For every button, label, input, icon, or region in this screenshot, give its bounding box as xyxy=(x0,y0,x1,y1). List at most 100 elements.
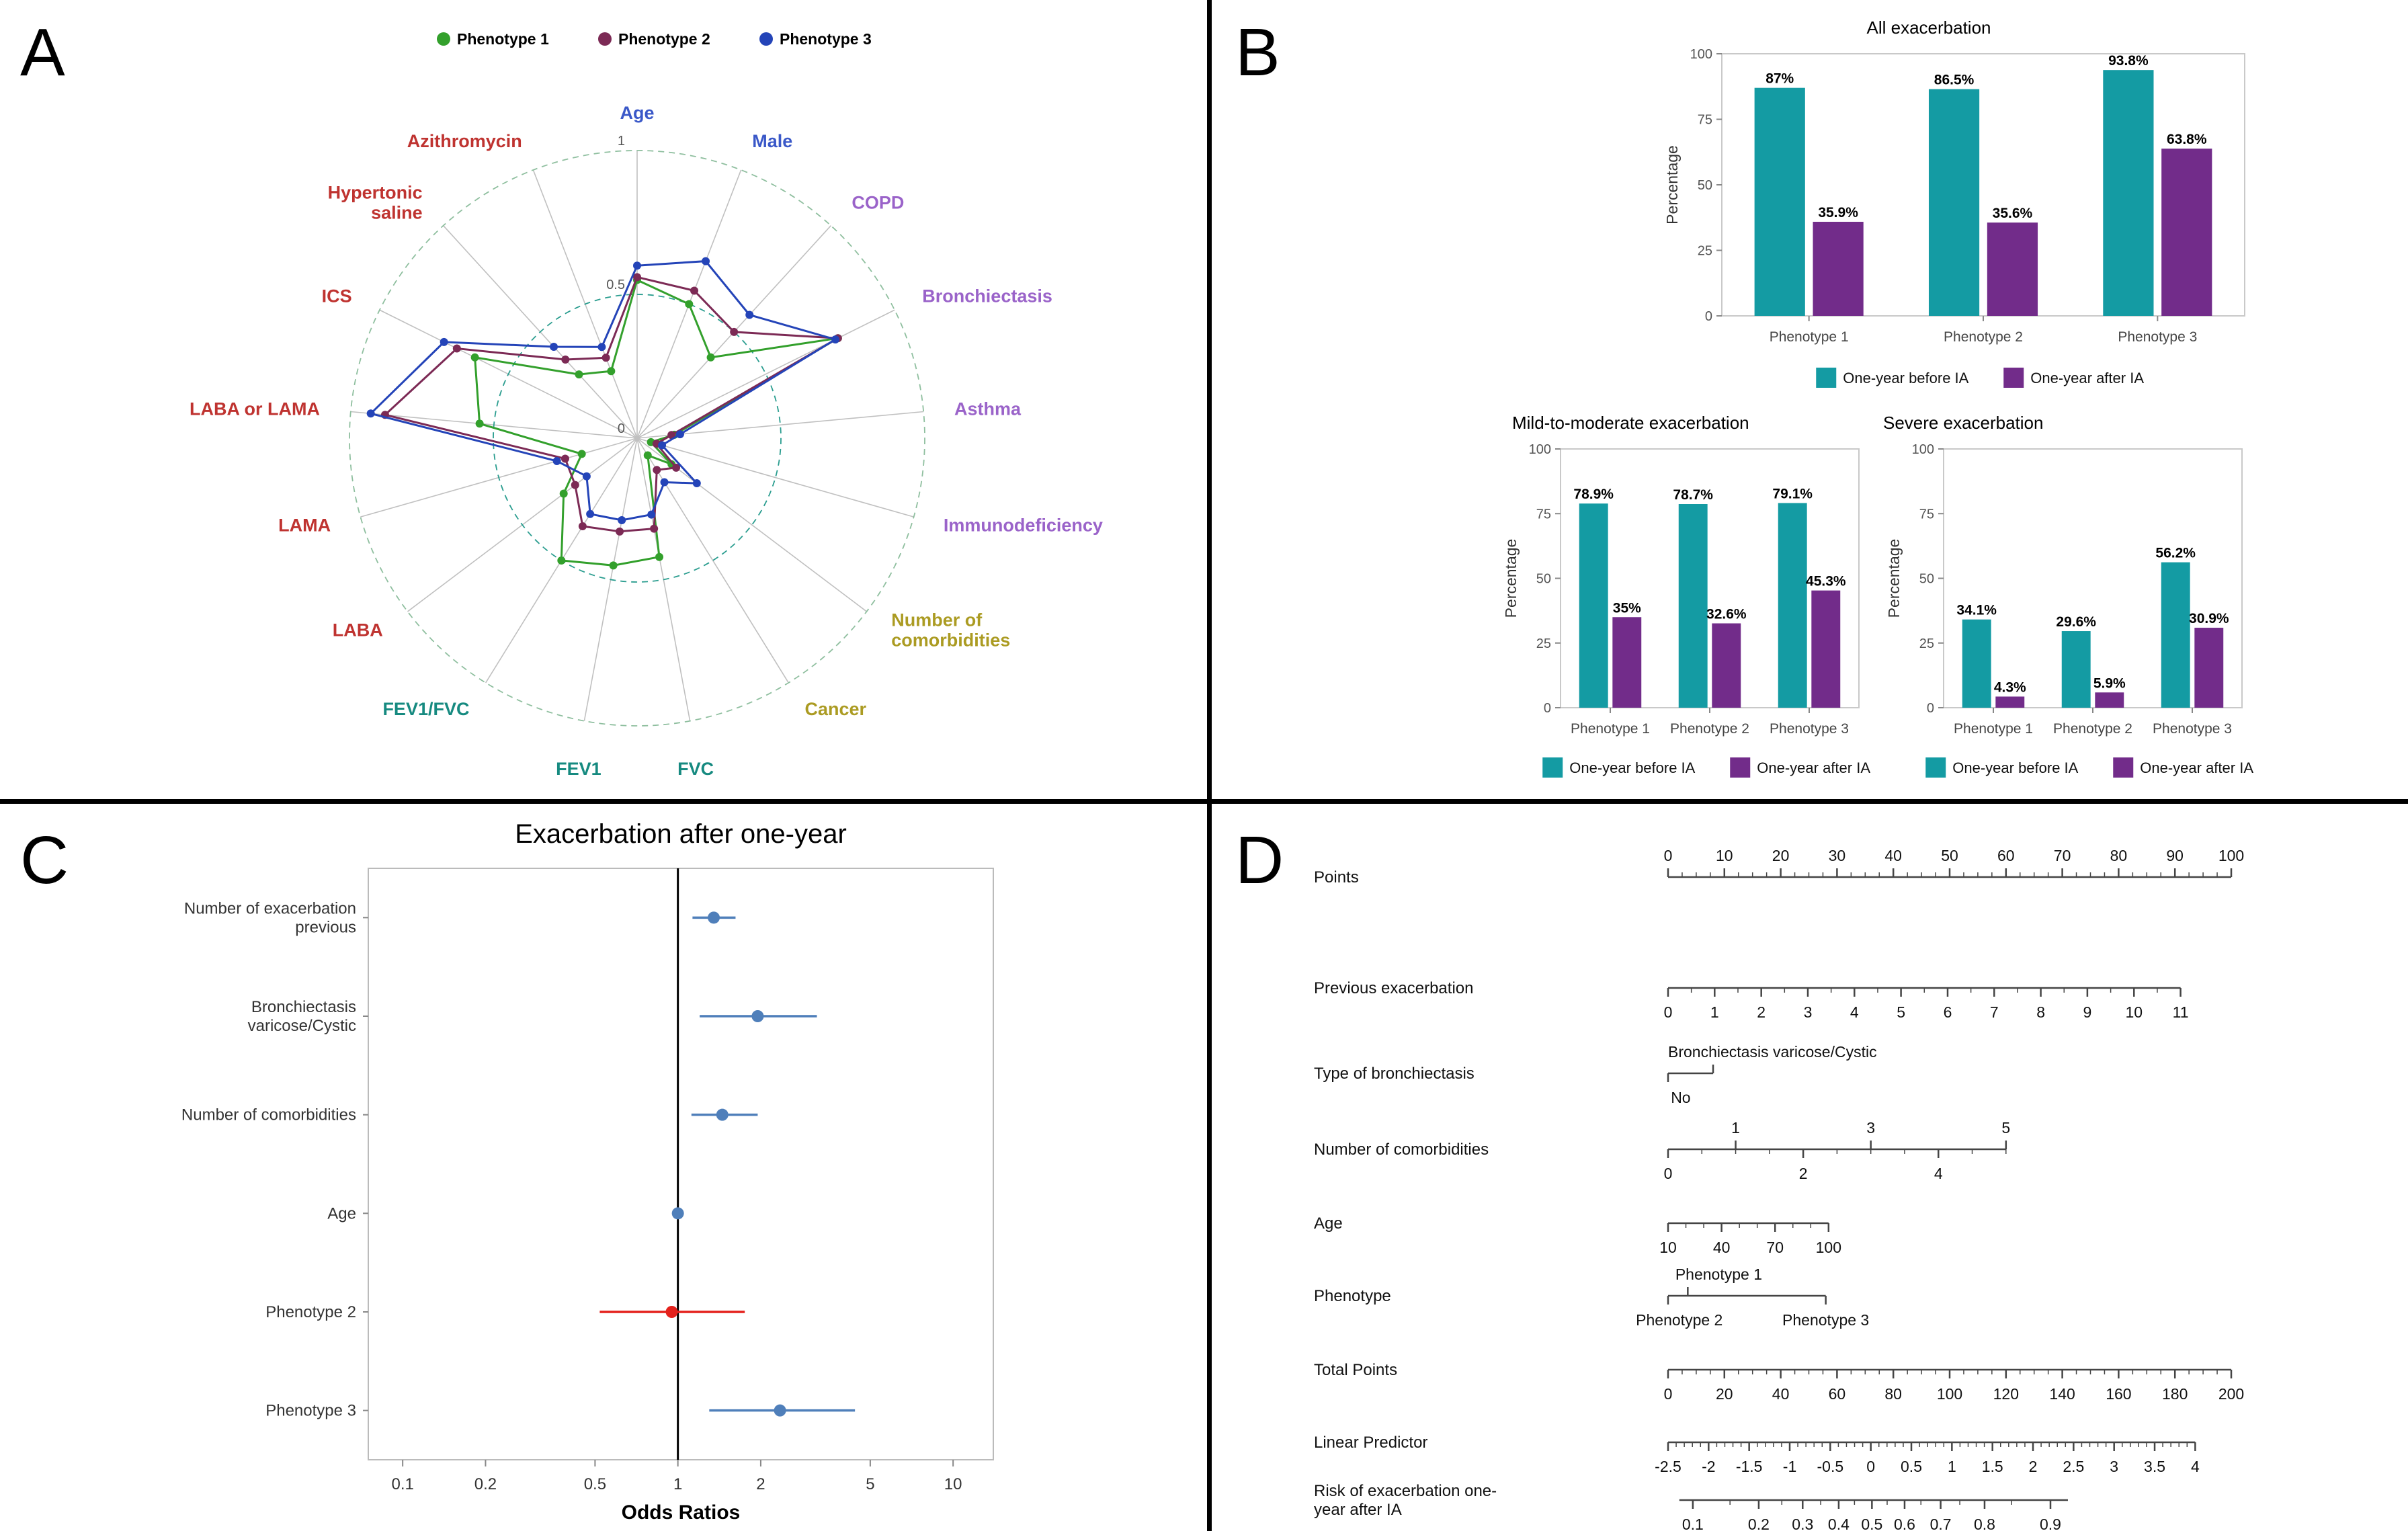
svg-text:previous: previous xyxy=(295,918,356,936)
svg-text:Previous exacerbation: Previous exacerbation xyxy=(1314,979,1473,997)
svg-text:Phenotype 1: Phenotype 1 xyxy=(1770,329,1849,345)
svg-text:FVC: FVC xyxy=(677,759,714,779)
svg-text:100: 100 xyxy=(1937,1385,1962,1403)
svg-text:180: 180 xyxy=(2162,1385,2188,1403)
svg-text:1: 1 xyxy=(673,1475,682,1493)
svg-text:3: 3 xyxy=(1866,1119,1875,1136)
svg-text:Phenotype 2: Phenotype 2 xyxy=(618,30,710,48)
svg-text:Age: Age xyxy=(620,103,654,123)
svg-text:80: 80 xyxy=(2110,847,2128,864)
panel-c-label: C xyxy=(20,823,69,898)
svg-text:-0.5: -0.5 xyxy=(1817,1458,1844,1475)
svg-text:50: 50 xyxy=(1698,178,1712,193)
svg-text:Phenotype 2: Phenotype 2 xyxy=(2053,721,2132,737)
svg-text:2: 2 xyxy=(2029,1458,2038,1475)
svg-text:34.1%: 34.1% xyxy=(1956,603,1997,618)
bar-chart-all-exacerbation: All exacerbation Percentage 0 25 50 75 100 Phen… xyxy=(1663,17,2245,388)
svg-text:0.2: 0.2 xyxy=(474,1475,497,1493)
svg-text:LABA or LAMA: LABA or LAMA xyxy=(190,399,320,419)
svg-text:Asthma: Asthma xyxy=(954,399,1022,419)
svg-text:One-year after IA: One-year after IA xyxy=(2140,759,2253,776)
svg-text:5: 5 xyxy=(1897,1003,1905,1021)
svg-text:Number of exacerbation: Number of exacerbation xyxy=(184,899,356,917)
svg-text:75: 75 xyxy=(1536,507,1551,522)
svg-text:86.5%: 86.5% xyxy=(1934,73,1975,88)
svg-text:35%: 35% xyxy=(1613,600,1641,616)
svg-text:FEV1: FEV1 xyxy=(556,759,601,779)
svg-text:Severe exacerbation: Severe exacerbation xyxy=(1883,413,2043,433)
panel-divider-vertical xyxy=(1207,0,1212,1531)
svg-text:Exacerbation after one-year: Exacerbation after one-year xyxy=(515,819,847,849)
svg-text:Percentage: Percentage xyxy=(1502,539,1520,618)
svg-text:2: 2 xyxy=(1799,1165,1808,1182)
svg-text:5: 5 xyxy=(2001,1119,2010,1136)
svg-text:One-year before IA: One-year before IA xyxy=(1569,759,1695,776)
svg-text:One-year before IA: One-year before IA xyxy=(1843,370,1968,386)
svg-text:90: 90 xyxy=(2166,847,2184,864)
svg-text:Percentage: Percentage xyxy=(1663,145,1681,224)
svg-text:78.7%: 78.7% xyxy=(1673,487,1713,503)
bar-chart-mild-exacerbation: Mild-to-moderate exacerbation Percentage 0… xyxy=(1502,413,1870,778)
svg-text:comorbidities: comorbidities xyxy=(891,630,1010,651)
svg-text:Linear Predictor: Linear Predictor xyxy=(1314,1434,1427,1452)
svg-text:70: 70 xyxy=(1766,1239,1784,1256)
svg-text:56.2%: 56.2% xyxy=(2155,546,2196,561)
svg-text:Number of comorbidities: Number of comorbidities xyxy=(1314,1141,1489,1159)
svg-text:10: 10 xyxy=(1716,847,1733,864)
svg-text:100: 100 xyxy=(1816,1239,1841,1256)
svg-text:0: 0 xyxy=(1866,1458,1875,1475)
svg-text:Age: Age xyxy=(1314,1214,1343,1233)
svg-text:0: 0 xyxy=(1664,1003,1673,1021)
svg-text:0.2: 0.2 xyxy=(1748,1516,1770,1531)
svg-text:Phenotype 2: Phenotype 2 xyxy=(1670,721,1749,737)
svg-text:10: 10 xyxy=(2125,1003,2143,1021)
svg-text:Phenotype 3: Phenotype 3 xyxy=(2153,721,2232,737)
svg-text:Number of: Number of xyxy=(891,610,983,630)
svg-text:50: 50 xyxy=(1919,572,1934,587)
svg-text:Total Points: Total Points xyxy=(1314,1361,1397,1379)
svg-text:0.3: 0.3 xyxy=(1792,1516,1813,1531)
svg-text:6: 6 xyxy=(1944,1003,1952,1021)
svg-text:3.5: 3.5 xyxy=(2144,1458,2165,1475)
svg-text:2: 2 xyxy=(756,1475,765,1493)
svg-text:0.5: 0.5 xyxy=(1901,1458,1922,1475)
svg-text:One-year after IA: One-year after IA xyxy=(1757,759,1870,776)
svg-text:87%: 87% xyxy=(1766,71,1794,87)
forest-plot: Exacerbation after one-year 0.1 0.2 0.5 1 2 5 1… xyxy=(181,819,994,1524)
svg-text:60: 60 xyxy=(1997,847,2015,864)
svg-text:1: 1 xyxy=(1948,1458,1956,1475)
svg-text:4: 4 xyxy=(2191,1458,2200,1475)
svg-text:160: 160 xyxy=(2106,1385,2131,1403)
svg-text:7: 7 xyxy=(1990,1003,1999,1021)
bar-chart-severe-exacerbation: Severe exacerbation Percentage 0 25 50 75 100 P… xyxy=(1883,413,2253,778)
svg-text:Points: Points xyxy=(1314,868,1359,886)
svg-text:10: 10 xyxy=(944,1475,962,1493)
svg-text:Phenotype 3: Phenotype 3 xyxy=(780,30,872,48)
svg-text:1: 1 xyxy=(1731,1119,1740,1136)
svg-text:20: 20 xyxy=(1772,847,1790,864)
svg-text:0: 0 xyxy=(1664,847,1673,864)
svg-text:0: 0 xyxy=(1705,309,1712,324)
svg-text:Age: Age xyxy=(327,1204,356,1223)
svg-text:0.1: 0.1 xyxy=(391,1475,413,1493)
svg-text:75: 75 xyxy=(1698,113,1712,128)
svg-text:Risk of exacerbation one-: Risk of exacerbation one- xyxy=(1314,1482,1497,1500)
svg-text:Phenotype 2: Phenotype 2 xyxy=(1944,329,2023,345)
svg-text:10: 10 xyxy=(1659,1239,1677,1256)
svg-text:3: 3 xyxy=(1804,1003,1813,1021)
svg-text:FEV1/FVC: FEV1/FVC xyxy=(382,699,469,719)
svg-text:Phenotype 1: Phenotype 1 xyxy=(1675,1266,1762,1283)
svg-text:40: 40 xyxy=(1884,847,1902,864)
svg-text:9: 9 xyxy=(2083,1003,2091,1021)
panel-a-label: A xyxy=(20,15,65,90)
svg-text:78.9%: 78.9% xyxy=(1573,487,1614,502)
svg-text:ICS: ICS xyxy=(322,286,352,306)
svg-text:4: 4 xyxy=(1934,1165,1943,1182)
svg-text:3: 3 xyxy=(2110,1458,2118,1475)
svg-text:LAMA: LAMA xyxy=(278,515,331,536)
svg-text:25: 25 xyxy=(1919,636,1934,651)
svg-text:60: 60 xyxy=(1829,1385,1846,1403)
